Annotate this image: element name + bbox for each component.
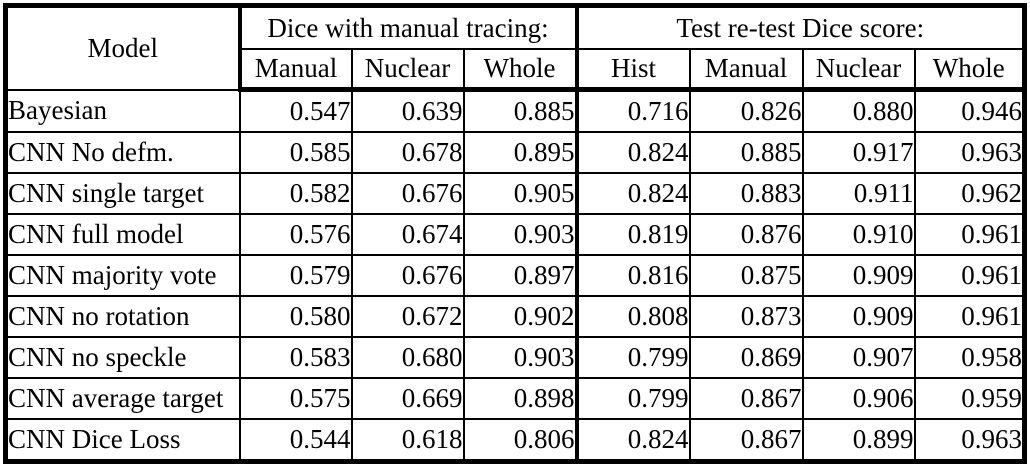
group-header-row: Model Dice with manual tracing: Test re-… (4, 4, 1026, 91)
value-cell: 0.547 (238, 88, 353, 133)
value-cell: 0.824 (574, 418, 691, 463)
value-cell: 0.885 (688, 131, 804, 174)
value-cell: 0.826 (688, 88, 804, 133)
table-body: Bayesian 0.547 0.639 0.885 0.716 0.826 0.880 0.… (4, 88, 1026, 463)
group-header-dice-manual-tracing: Dice with manual tracing: (237, 4, 578, 50)
value-cell: 0.674 (350, 213, 465, 256)
value-cell: 0.672 (350, 295, 465, 338)
value-cell: 0.678 (350, 131, 465, 174)
value-cell: 0.959 (913, 377, 1026, 420)
value-cell: 0.579 (238, 254, 353, 297)
model-name-cell: Bayesian (4, 88, 241, 133)
value-cell: 0.909 (801, 254, 916, 297)
model-name-cell: CNN Dice Loss (4, 418, 241, 463)
value-cell: 0.963 (913, 131, 1026, 174)
value-cell: 0.585 (238, 131, 353, 174)
value-cell: 0.961 (913, 295, 1026, 338)
value-cell: 0.867 (688, 418, 804, 463)
value-cell: 0.824 (574, 172, 691, 215)
model-name-cell: CNN full model (4, 213, 241, 256)
value-cell: 0.961 (913, 213, 1026, 256)
value-cell: 0.869 (688, 336, 804, 379)
value-cell: 0.946 (913, 88, 1026, 133)
value-cell: 0.819 (574, 213, 691, 256)
model-name-cell: CNN single target (4, 172, 241, 215)
value-cell: 0.909 (801, 295, 916, 338)
model-name-cell: CNN average target (4, 377, 241, 420)
value-cell: 0.902 (462, 295, 578, 338)
value-cell: 0.963 (913, 418, 1026, 463)
table-row: CNN single target 0.582 0.676 0.905 0.824 0.8… (4, 172, 1026, 215)
value-cell: 0.899 (801, 418, 916, 463)
value-cell: 0.639 (350, 88, 465, 133)
value-cell: 0.875 (688, 254, 804, 297)
sub-header-row: Manual Nuclear Whole Hist Manual Nuclear… (6, 48, 1026, 92)
value-cell: 0.958 (913, 336, 1026, 379)
value-cell: 0.895 (462, 131, 578, 174)
value-cell: 0.799 (574, 377, 691, 420)
value-cell: 0.911 (801, 172, 916, 215)
column-header-manual-1: Manual (237, 48, 353, 92)
value-cell: 0.885 (462, 88, 578, 133)
value-cell: 0.580 (238, 295, 353, 338)
value-cell: 0.582 (238, 172, 353, 215)
value-cell: 0.962 (913, 172, 1026, 215)
value-cell: 0.903 (462, 213, 578, 256)
table-row: CNN no rotation 0.580 0.672 0.902 0.808 0.873… (4, 295, 1026, 338)
value-cell: 0.867 (688, 377, 804, 420)
value-cell: 0.910 (801, 213, 916, 256)
value-cell: 0.808 (574, 295, 691, 338)
model-name-cell: CNN No defm. (4, 131, 241, 174)
column-header-hist: Hist (574, 48, 691, 92)
table-row: CNN No defm. 0.585 0.678 0.895 0.824 0.885 0.9… (4, 131, 1026, 174)
group-header-test-retest: Test re-test Dice score: (574, 4, 1026, 50)
column-header-manual-2: Manual (688, 48, 804, 92)
model-column-header: Model (4, 4, 242, 91)
column-header-whole-1: Whole (462, 48, 578, 92)
value-cell: 0.618 (350, 418, 465, 463)
model-name-cell: CNN no speckle (4, 336, 241, 379)
value-cell: 0.676 (350, 254, 465, 297)
value-cell: 0.917 (801, 131, 916, 174)
value-cell: 0.575 (238, 377, 353, 420)
results-table: Model Dice with manual tracing: Test re-… (3, 3, 1028, 464)
model-name-cell: CNN no rotation (4, 295, 241, 338)
value-cell: 0.824 (574, 131, 691, 174)
value-cell: 0.676 (350, 172, 465, 215)
table-header: Model Dice with manual tracing: Test re-… (4, 4, 1026, 92)
column-header-nuclear-1: Nuclear (350, 48, 465, 92)
value-cell: 0.961 (913, 254, 1026, 297)
model-name-cell: CNN majority vote (4, 254, 241, 297)
value-cell: 0.669 (350, 377, 465, 420)
value-cell: 0.898 (462, 377, 578, 420)
value-cell: 0.897 (462, 254, 578, 297)
table-row: Bayesian 0.547 0.639 0.885 0.716 0.826 0.880 0.… (4, 88, 1026, 133)
value-cell: 0.883 (688, 172, 804, 215)
value-cell: 0.876 (688, 213, 804, 256)
value-cell: 0.907 (801, 336, 916, 379)
value-cell: 0.583 (238, 336, 353, 379)
value-cell: 0.806 (462, 418, 578, 463)
table-row: CNN majority vote 0.579 0.676 0.897 0.816 0.8… (4, 254, 1026, 297)
value-cell: 0.716 (574, 88, 691, 133)
value-cell: 0.680 (350, 336, 465, 379)
column-header-nuclear-2: Nuclear (801, 48, 916, 92)
table-row: CNN average target 0.575 0.669 0.898 0.799 0.… (4, 377, 1026, 420)
value-cell: 0.816 (574, 254, 691, 297)
value-cell: 0.799 (574, 336, 691, 379)
table-row: CNN full model 0.576 0.674 0.903 0.819 0.876 0… (4, 213, 1026, 256)
column-header-whole-2: Whole (913, 48, 1026, 92)
table-row: CNN Dice Loss 0.544 0.618 0.806 0.824 0.867 0.… (4, 418, 1026, 463)
table-row: CNN no speckle 0.583 0.680 0.903 0.799 0.869 0… (4, 336, 1026, 379)
value-cell: 0.576 (238, 213, 353, 256)
value-cell: 0.903 (462, 336, 578, 379)
value-cell: 0.880 (801, 88, 916, 133)
value-cell: 0.873 (688, 295, 804, 338)
value-cell: 0.906 (801, 377, 916, 420)
value-cell: 0.544 (238, 418, 353, 463)
value-cell: 0.905 (462, 172, 578, 215)
